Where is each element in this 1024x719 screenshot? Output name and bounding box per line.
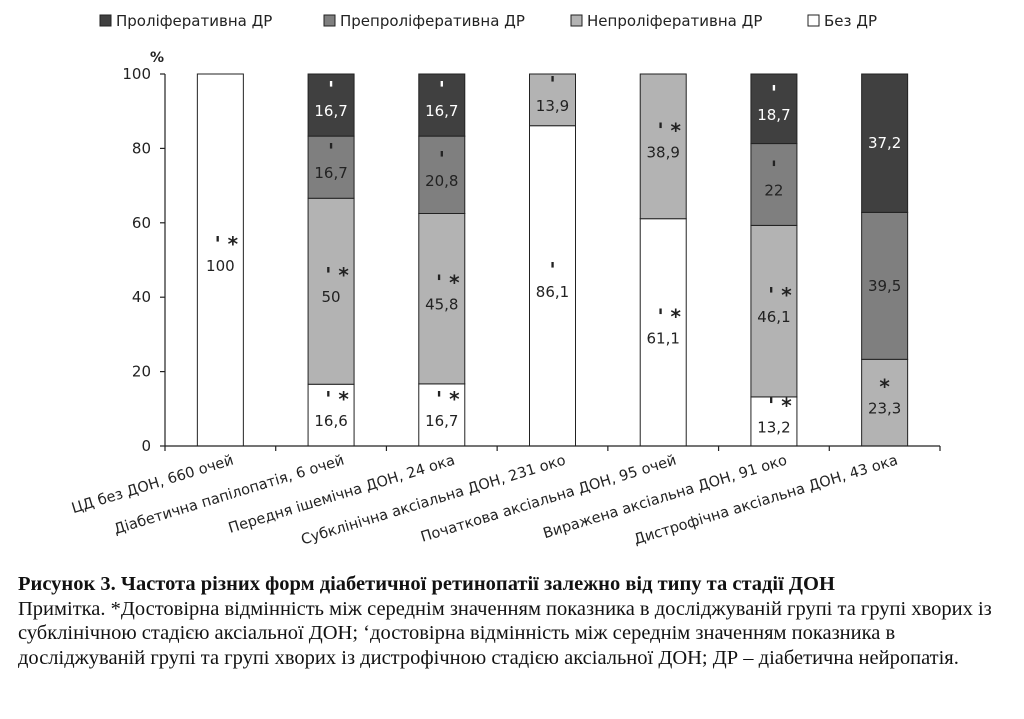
data-label: 38,9: [647, 143, 680, 161]
bar-segment: [418, 383, 466, 447]
significance-mark: ': [549, 72, 555, 96]
data-label: 16,7: [314, 102, 347, 120]
legend-label: Препроліферативна ДР: [340, 12, 525, 30]
bar-segment: [529, 73, 576, 127]
legend-swatch: [570, 14, 583, 27]
legend-label: Без ДР: [824, 12, 877, 30]
significance-mark: ' *: [325, 387, 349, 411]
bar-segment: [529, 125, 576, 447]
significance-mark: ': [328, 139, 334, 163]
significance-mark: ' *: [436, 271, 460, 295]
chart-legend: Проліферативна ДР Препроліферативна ДР Неп…: [99, 12, 877, 30]
figure-caption: Рисунок 3. Частота різних форм діабетичн…: [18, 572, 1013, 670]
bars: 100' *16,6' *50' *16,7'16,7'16,7' *45,8'…: [196, 72, 909, 447]
data-label: 20,8: [425, 172, 458, 190]
significance-mark: ': [328, 77, 334, 101]
data-label: 13,2: [757, 418, 790, 436]
legend-label: Проліферативна ДР: [116, 12, 272, 30]
bar-segment: [750, 396, 798, 447]
significance-mark: ' *: [657, 304, 681, 328]
significance-mark: ': [549, 258, 555, 282]
legend-label: Непроліферативна ДР: [587, 12, 762, 30]
bar-segment: [750, 73, 798, 145]
data-label: 100: [206, 257, 235, 275]
significance-mark: ' *: [768, 283, 792, 307]
data-label: 39,5: [868, 277, 901, 295]
y-tick-label: 40: [132, 288, 151, 306]
significance-mark: ': [439, 77, 445, 101]
data-label: 86,1: [536, 283, 569, 301]
caption-title: Рисунок 3. Частота різних форм діабетичн…: [18, 573, 835, 595]
bar-segment: [639, 73, 687, 220]
y-tick-label: 60: [132, 214, 151, 232]
data-label: 16,7: [425, 412, 458, 430]
bar-segment: [750, 143, 798, 226]
bar-segment: [307, 135, 355, 199]
data-label: 37,2: [868, 134, 901, 152]
significance-mark: ' *: [768, 393, 792, 417]
caption-note: Примітка. *Достовірна відмінність між се…: [18, 597, 992, 669]
y-tick-label: 100: [122, 65, 151, 83]
data-label: 46,1: [757, 308, 790, 326]
data-label: 13,9: [536, 97, 569, 115]
y-tick-label: 20: [132, 363, 151, 381]
significance-mark: ': [771, 156, 777, 180]
significance-mark: ' *: [215, 232, 239, 256]
legend-swatch: [323, 14, 336, 27]
data-label: 22: [764, 181, 783, 199]
bar-segment: [639, 218, 687, 447]
legend-swatch: [99, 14, 112, 27]
bar-segment: [418, 213, 466, 385]
data-label: 61,1: [647, 329, 680, 347]
bar-segment: [418, 73, 466, 137]
data-label: 23,3: [868, 400, 901, 418]
data-label: 45,8: [425, 296, 458, 314]
y-axis-unit: %: [150, 50, 164, 66]
data-label: 16,7: [314, 164, 347, 182]
y-tick-label: 80: [132, 139, 151, 157]
data-label: 16,7: [425, 102, 458, 120]
significance-mark: ' *: [436, 387, 460, 411]
significance-mark: ' *: [325, 263, 349, 287]
bar-segment: [307, 73, 355, 137]
bar-segment: [307, 197, 355, 385]
bar-segment: [861, 73, 909, 213]
y-tick-label: 0: [141, 437, 151, 455]
significance-mark: ': [771, 81, 777, 105]
stacked-bar-chart: Проліферативна ДР Препроліферативна ДР Неп…: [70, 12, 941, 548]
y-axis: 0 20 40 60 80 100%: [122, 50, 166, 455]
bar-segment: [418, 135, 466, 214]
data-label: 50: [322, 288, 341, 306]
bar-segment: [307, 383, 355, 447]
significance-mark: *: [879, 375, 890, 399]
significance-mark: ' *: [657, 118, 681, 142]
data-label: 16,6: [314, 412, 347, 430]
data-label: 18,7: [757, 106, 790, 124]
significance-mark: ': [439, 147, 445, 171]
legend-swatch: [807, 14, 820, 27]
